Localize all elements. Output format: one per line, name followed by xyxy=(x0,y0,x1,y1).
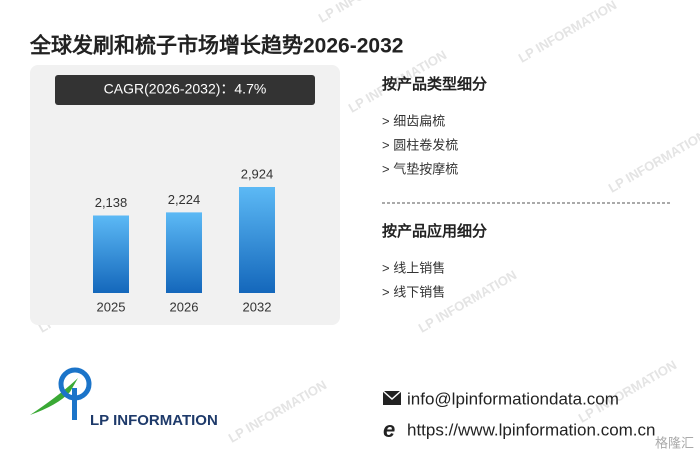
logo: LP INFORMATION xyxy=(30,367,218,429)
segment-item: > 气垫按摩梳 xyxy=(382,161,458,176)
bar xyxy=(166,212,202,293)
badge: 格隆汇 xyxy=(655,435,694,450)
segment-item: > 细齿扁梳 xyxy=(382,113,445,128)
web-icon: e xyxy=(383,417,395,442)
bar-chart: 2,138 2025 2,224 2026 2,924 2032 xyxy=(93,166,275,314)
cagr-box xyxy=(55,75,315,105)
email: info@lpinformationdata.com xyxy=(407,389,619,408)
x-tick-label: 2025 xyxy=(97,299,126,314)
segment-item: > 圆柱卷发梳 xyxy=(382,137,458,152)
cagr-label: CAGR(2026-2032)：4.7% xyxy=(104,81,267,97)
segment-item: > 线上销售 xyxy=(382,260,445,275)
bar xyxy=(239,187,275,293)
logo-text: LP INFORMATION xyxy=(90,412,218,429)
segment-title: 按产品类型细分 xyxy=(382,75,487,93)
segment-title: 按产品应用细分 xyxy=(382,222,487,240)
value-label: 2,924 xyxy=(241,166,274,181)
x-tick-label: 2026 xyxy=(170,299,199,314)
bar xyxy=(93,215,129,293)
segment-item: > 线下销售 xyxy=(382,284,445,299)
website: https://www.lpinformation.com.cn xyxy=(407,420,655,439)
email-icon xyxy=(382,390,402,405)
value-label: 2,224 xyxy=(168,192,201,207)
value-label: 2,138 xyxy=(95,195,128,210)
title: 全球发刷和梳子市场增长趋势2026-2032 xyxy=(29,34,403,58)
x-tick-label: 2032 xyxy=(243,299,272,314)
